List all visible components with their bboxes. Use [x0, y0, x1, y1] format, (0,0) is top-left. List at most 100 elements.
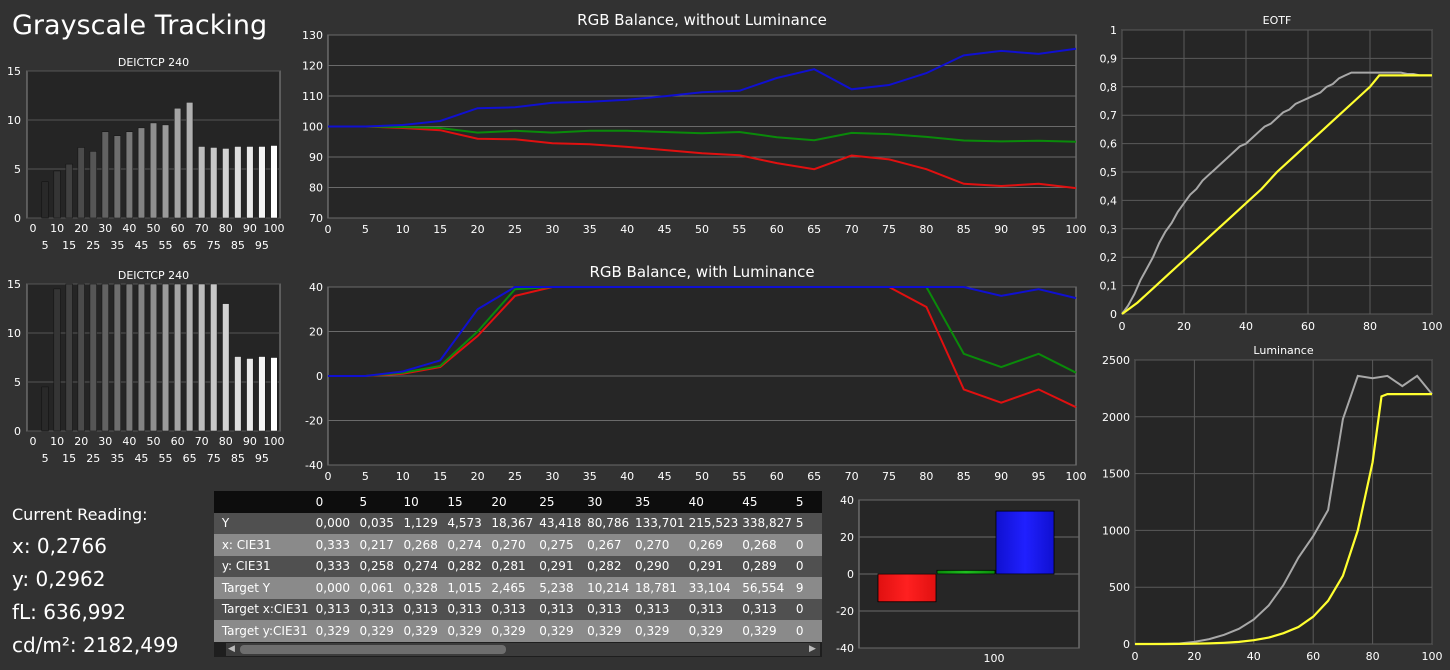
scroll-right-arrow-icon[interactable]: ▶	[809, 644, 816, 654]
x-tick-label: 75	[207, 452, 221, 465]
table-cell: 56,554	[738, 577, 792, 599]
bar	[234, 356, 242, 432]
table-cell: 0,282	[443, 555, 488, 577]
scroll-left-arrow-icon[interactable]: ◀	[228, 644, 235, 654]
x-tick-label: 20	[74, 222, 88, 235]
table-row: Target y:CIE31 0,329 0,329 0,329 0,329 0,329 0…	[214, 620, 822, 642]
x-tick-label: 60	[770, 223, 784, 236]
x-tick-label: 70	[195, 435, 209, 448]
x-axis-label: 100	[984, 652, 1005, 665]
measurement-table: 0 5 10 15 20 25 30 35 40 45 5 Y 0,000 0,035 1,129 4,573…	[214, 491, 822, 657]
column-header: 5	[791, 491, 822, 513]
x-tick-label: 40	[1247, 650, 1261, 663]
y-tick-label: 20	[840, 531, 854, 544]
y-tick-label: 0,6	[1100, 138, 1118, 151]
reading-y: y: 0,2962	[12, 567, 106, 591]
bar	[186, 102, 194, 219]
luminance-chart: Luminance 0 500 1000 1500 2000 2500 0 20 40 60 80 10…	[1095, 342, 1445, 667]
table-cell: 0,258	[355, 555, 400, 577]
x-tick-label: 70	[845, 470, 859, 483]
table-cell: 10,214	[583, 577, 632, 599]
x-tick-label: 20	[1177, 320, 1191, 333]
x-tick-label: 0	[325, 470, 332, 483]
x-tick-label: 100	[263, 222, 284, 235]
bar	[270, 145, 278, 219]
table-cell: 5	[791, 512, 822, 534]
y-tick-label: 15	[7, 278, 21, 291]
bar	[246, 146, 254, 219]
x-tick-label: 90	[243, 435, 257, 448]
row-selector[interactable]	[214, 512, 218, 534]
table-row: Y 0,000 0,035 1,129 4,573 18,367 43,418 80,786 1…	[214, 512, 822, 534]
row-selector[interactable]	[214, 577, 218, 599]
x-tick-label: 55	[159, 239, 173, 252]
x-tick-label: 35	[583, 223, 597, 236]
bar	[174, 283, 182, 432]
plot-area	[1134, 359, 1433, 645]
table-cell: 0,000	[311, 512, 356, 534]
row-selector[interactable]	[214, 598, 218, 620]
table-cell: 18,781	[631, 577, 685, 599]
deltae-bar-chart-top: DEICTCP 240 0 5 10 15 0 10 20 30 40 50 60 70 80 90 100 5…	[0, 55, 290, 260]
bar	[41, 386, 49, 432]
green-series-line	[328, 125, 1077, 143]
row-selector[interactable]	[214, 534, 218, 556]
bar	[258, 146, 266, 219]
table-cell: 0,268	[399, 534, 444, 556]
row-selector[interactable]	[214, 555, 218, 577]
bar	[222, 148, 230, 219]
table-cell: 0,329	[311, 620, 356, 642]
x-tick-label: 30	[98, 222, 112, 235]
x-tick-label: 95	[1032, 223, 1046, 236]
table-cell: 0,274	[399, 555, 444, 577]
x-tick-label: 30	[545, 470, 559, 483]
table-cell: 338,827	[738, 512, 792, 534]
y-tick-label: 80	[309, 182, 323, 195]
chart-title: Luminance	[1253, 344, 1313, 357]
x-tick-label: 80	[219, 222, 233, 235]
bar	[222, 303, 230, 432]
x-tick-label: 55	[732, 470, 746, 483]
row-label: x: CIE31	[217, 534, 312, 556]
x-tick-label: 15	[433, 470, 447, 483]
x-tick-label: 90	[994, 223, 1008, 236]
row-label: Target y:CIE31	[217, 620, 312, 642]
chart-title: DEICTCP 240	[118, 269, 189, 282]
bar	[210, 283, 218, 432]
x-tick-label: 85	[231, 452, 245, 465]
x-tick-label: 40	[620, 470, 634, 483]
bar	[270, 357, 278, 432]
x-tick-label: 60	[171, 222, 185, 235]
y-tick-label: 130	[302, 29, 323, 42]
bar	[174, 107, 182, 219]
column-header: 40	[684, 491, 739, 513]
x-tick-label: 75	[882, 470, 896, 483]
x-tick-label: 55	[159, 452, 173, 465]
table-cell: 0,329	[399, 620, 444, 642]
table-cell: 33,104	[684, 577, 739, 599]
table-cell: 0,313	[583, 598, 632, 620]
y-tick-label: 90	[309, 151, 323, 164]
row-selector[interactable]	[214, 620, 218, 642]
table-cell: 0,000	[311, 577, 356, 599]
table-cell: 0,329	[583, 620, 632, 642]
y-tick-label: 2000	[1102, 411, 1130, 424]
x-tick-label: 75	[882, 223, 896, 236]
x-tick-label: 95	[1032, 470, 1046, 483]
x-tick-label: 40	[122, 222, 136, 235]
scrollbar-thumb[interactable]	[240, 645, 506, 654]
x-tick-label: 95	[255, 239, 269, 252]
x-tick-label: 50	[695, 223, 709, 236]
header-label-cell	[217, 491, 312, 513]
x-tick-label: 15	[62, 239, 76, 252]
table-cell: 5,238	[535, 577, 584, 599]
y-tick-label: 70	[309, 212, 323, 225]
y-tick-label: 120	[302, 60, 323, 73]
bar	[198, 146, 206, 219]
y-tick-label: 0,5	[1100, 166, 1118, 179]
table-row: y: CIE31 0,333 0,258 0,274 0,282 0,281 0,291 0,…	[214, 555, 822, 577]
table-cell: 0,281	[487, 555, 536, 577]
x-tick-label: 100	[1422, 320, 1443, 333]
table-cell: 0,035	[355, 512, 400, 534]
x-tick-label: 50	[147, 435, 161, 448]
